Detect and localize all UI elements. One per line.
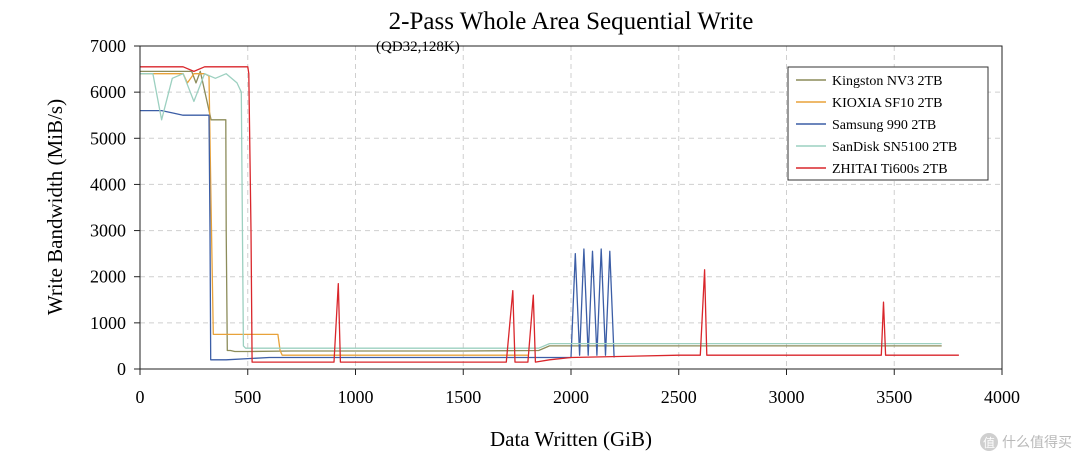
series-line-2 bbox=[140, 73, 528, 356]
series-line-1 bbox=[140, 70, 942, 353]
y-tick-label: 7000 bbox=[90, 36, 126, 56]
watermark-text: 什么值得买 bbox=[1002, 435, 1072, 451]
chart-subtitle: (QD32,128K) bbox=[376, 39, 460, 55]
x-tick-label: 2500 bbox=[661, 387, 697, 407]
legend-entry-label: Samsung 990 2TB bbox=[832, 118, 936, 133]
y-tick-label: 1000 bbox=[90, 313, 126, 333]
y-axis-label: Write Bandwidth (MiB/s) bbox=[43, 99, 67, 315]
series-line-3 bbox=[140, 109, 615, 361]
x-tick-label: 4000 bbox=[984, 387, 1020, 407]
chart-title: 2-Pass Whole Area Sequential Write bbox=[389, 8, 754, 35]
plot-series bbox=[140, 66, 959, 363]
x-tick-label: 0 bbox=[136, 387, 145, 407]
legend-entry-label: Kingston NV3 2TB bbox=[832, 74, 942, 89]
legend: Kingston NV3 2TB KIOXIA SF10 2TB Samsung 9… bbox=[787, 66, 989, 181]
y-tick-label: 4000 bbox=[90, 174, 126, 194]
x-tick-label: 2000 bbox=[553, 387, 589, 407]
legend-entry-label: SanDisk SN5100 2TB bbox=[832, 140, 957, 155]
series-line-5 bbox=[140, 66, 959, 363]
x-tick-label: 3500 bbox=[876, 387, 912, 407]
watermark: 值 什么值得买 bbox=[980, 432, 1072, 452]
x-tick-label: 500 bbox=[234, 387, 261, 407]
x-tick-label: 1000 bbox=[338, 387, 374, 407]
y-tick-label: 6000 bbox=[90, 82, 126, 102]
y-tick-label: 5000 bbox=[90, 128, 126, 148]
legend-entry-label: ZHITAI Ti600s 2TB bbox=[832, 162, 948, 177]
x-tick-label: 3000 bbox=[769, 387, 805, 407]
y-tick-label: 0 bbox=[117, 359, 126, 379]
axis-ticks: 0 500 1000 1500 2000 2500 3000 3500 4000 0 1000 200… bbox=[90, 36, 1020, 407]
x-axis-label: Data Written (GiB) bbox=[490, 427, 652, 451]
watermark-logo-icon: 值 bbox=[980, 433, 998, 451]
y-tick-label: 3000 bbox=[90, 221, 126, 241]
legend-entry-label: KIOXIA SF10 2TB bbox=[832, 96, 942, 111]
series-line-4 bbox=[140, 73, 942, 349]
y-tick-label: 2000 bbox=[90, 267, 126, 287]
x-tick-label: 1500 bbox=[445, 387, 481, 407]
